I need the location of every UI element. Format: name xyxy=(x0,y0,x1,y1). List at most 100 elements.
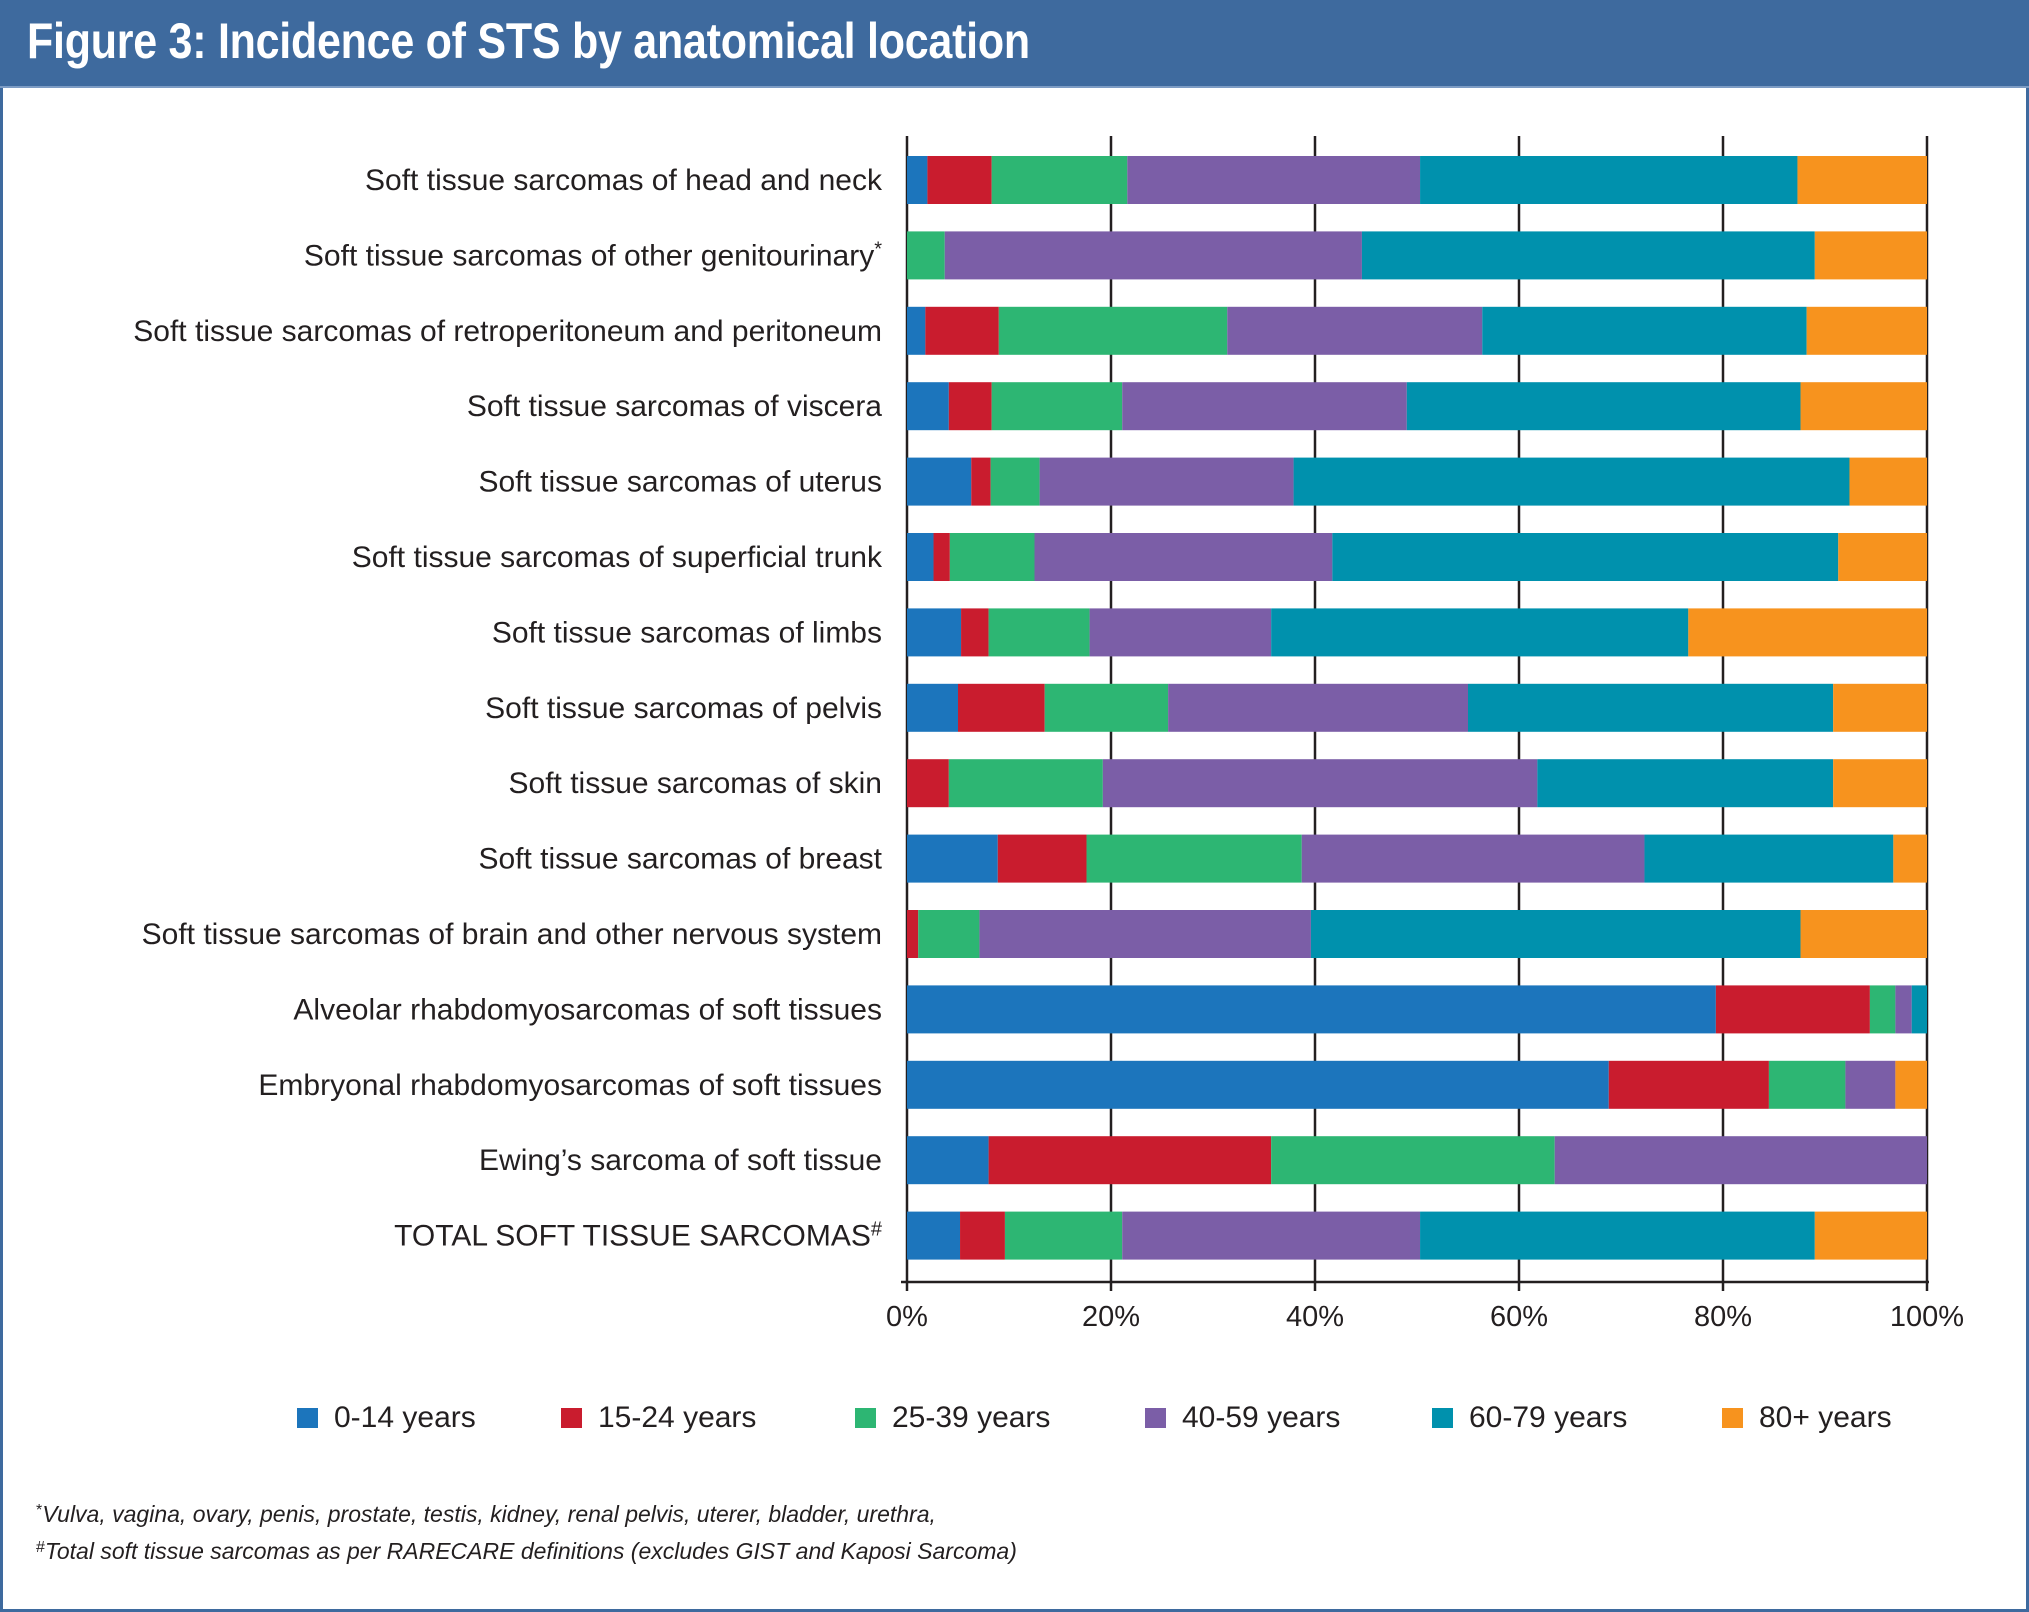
x-tick-label: 0% xyxy=(886,1301,928,1333)
bar-segment-40-59-years xyxy=(1127,156,1421,204)
bar-row xyxy=(907,834,1927,883)
bar-segment-40-59-years xyxy=(1554,1136,1927,1185)
bar-row xyxy=(907,306,1927,355)
legend-label: 80+ years xyxy=(1759,1401,1892,1434)
bar-segment-80-years xyxy=(1800,910,1927,958)
bar-segment-0-14-years xyxy=(907,306,926,355)
bar-segment-0-14-years xyxy=(907,1136,989,1185)
category-label: Soft tissue sarcomas of pelvis xyxy=(485,692,882,725)
legend-swatch-icon xyxy=(297,1408,318,1428)
bar-segment-25-39-years xyxy=(948,759,1103,808)
x-tick-label: 80% xyxy=(1694,1301,1752,1333)
bar-segment-80-years xyxy=(1833,683,1927,732)
bar-segment-60-79-years xyxy=(1420,156,1798,204)
category-label: Soft tissue sarcomas of limbs xyxy=(492,616,882,649)
bar-segment-60-79-years xyxy=(1420,1211,1815,1260)
legend-label: 60-79 years xyxy=(1469,1401,1628,1434)
bar-segment-25-39-years xyxy=(918,910,980,958)
bar-segment-40-59-years xyxy=(1122,1211,1421,1260)
bar-row xyxy=(907,608,1927,657)
bar-segment-15-24-years xyxy=(960,1211,1005,1260)
legend-item-60-79: 60-79 years xyxy=(1432,1396,1627,1440)
legend-swatch-icon xyxy=(855,1408,876,1428)
bar-row xyxy=(907,1211,1927,1260)
bar-segment-40-59-years xyxy=(1301,834,1645,883)
bar-segment-0-14-years xyxy=(907,608,962,657)
bar-segment-15-24-years xyxy=(988,1136,1272,1185)
bar-segment-60-79-years xyxy=(1911,985,1927,1034)
category-label: Soft tissue sarcomas of viscera xyxy=(467,390,882,423)
bar-segment-25-39-years xyxy=(907,231,945,280)
bar-segment-40-59-years xyxy=(979,910,1311,958)
bar-row xyxy=(907,985,1927,1034)
bar-row xyxy=(907,457,1927,506)
legend-swatch-icon xyxy=(1722,1408,1743,1428)
bar-segment-40-59-years xyxy=(1122,382,1407,431)
bar-segment-40-59-years xyxy=(1168,683,1468,732)
bar-row xyxy=(907,910,1927,958)
legend-swatch-icon xyxy=(561,1408,582,1428)
bar-segment-60-79-years xyxy=(1537,759,1834,808)
legend-label: 40-59 years xyxy=(1182,1401,1341,1434)
bar-segment-80-years xyxy=(1895,1060,1927,1109)
category-label: Soft tissue sarcomas of skin xyxy=(509,767,882,800)
category-label: Soft tissue sarcomas of superficial trun… xyxy=(352,541,883,574)
bar-segment-0-14-years xyxy=(907,533,934,581)
bar-segment-15-24-years xyxy=(997,834,1087,883)
figure-header: Figure 3: Incidence of STS by anatomical… xyxy=(0,0,2029,88)
bar-row xyxy=(907,231,1927,280)
bar-segment-80-years xyxy=(1849,457,1927,506)
bar-segment-60-79-years xyxy=(1293,457,1850,506)
category-label: Alveolar rhabdomyosarcomas of soft tissu… xyxy=(293,993,882,1026)
x-axis: 0% 20% 40% 60% 80% 100% xyxy=(886,1280,1964,1333)
bar-segment-60-79-years xyxy=(1644,834,1894,883)
legend-label: 25-39 years xyxy=(892,1401,1051,1434)
bar-segment-80-years xyxy=(1814,231,1927,280)
bar-segment-15-24-years xyxy=(961,608,989,657)
bar-segment-0-14-years xyxy=(907,156,928,204)
bar-segment-60-79-years xyxy=(1468,683,1834,732)
bar-segment-80-years xyxy=(1800,382,1927,431)
bar-segment-0-14-years xyxy=(907,382,949,431)
bar-segment-25-39-years xyxy=(988,608,1090,657)
category-label: Soft tissue sarcomas of breast xyxy=(478,843,882,876)
bar-segment-15-24-years xyxy=(971,457,991,506)
bar-segment-15-24-years xyxy=(958,683,1045,732)
footnotes: *Vulva, vagina, ovary, penis, prostate, … xyxy=(36,1494,1017,1568)
bar-segment-60-79-years xyxy=(1482,306,1807,355)
bar-segment-0-14-years xyxy=(907,683,958,732)
category-label: TOTAL SOFT TISSUE SARCOMAS# xyxy=(394,1219,883,1253)
legend-item-15-24: 15-24 years xyxy=(561,1396,756,1440)
x-tick-label: 40% xyxy=(1286,1301,1344,1333)
bar-row xyxy=(907,1060,1927,1109)
bar-segment-40-59-years xyxy=(1227,306,1483,355)
bar-segment-25-39-years xyxy=(1044,683,1169,732)
category-label: Embryonal rhabdomyosarcomas of soft tiss… xyxy=(258,1069,882,1102)
bar-segment-25-39-years xyxy=(1768,1060,1846,1109)
bar-segment-80-years xyxy=(1838,533,1927,581)
figure-title: Figure 3: Incidence of STS by anatomical… xyxy=(27,13,1030,69)
category-label: Soft tissue sarcomas of other genitourin… xyxy=(304,238,882,272)
legend-item-25-39: 25-39 years xyxy=(855,1396,1050,1440)
footnote-genitourinary: *Vulva, vagina, ovary, penis, prostate, … xyxy=(36,1494,1017,1531)
category-label: Soft tissue sarcomas of retroperitoneum … xyxy=(133,315,882,348)
bar-segment-15-24-years xyxy=(933,533,950,581)
bar-segment-25-39-years xyxy=(1271,1136,1555,1185)
bar-segment-15-24-years xyxy=(927,156,992,204)
bar-segment-25-39-years xyxy=(949,533,1035,581)
bar-segment-25-39-years xyxy=(990,457,1040,506)
bar-row xyxy=(907,759,1927,808)
category-labels: Soft tissue sarcomas of head and neck Sof… xyxy=(133,164,883,1253)
bar-segment-15-24-years xyxy=(907,910,919,958)
bar-row xyxy=(907,533,1927,581)
legend-item-80-plus: 80+ years xyxy=(1722,1396,1892,1440)
legend-item-40-59: 40-59 years xyxy=(1145,1396,1340,1440)
x-tick-label: 20% xyxy=(1082,1301,1140,1333)
category-label: Soft tissue sarcomas of uterus xyxy=(478,466,882,499)
bar-segment-25-39-years xyxy=(1869,985,1896,1034)
bar-segment-15-24-years xyxy=(1715,985,1870,1034)
legend-label: 0-14 years xyxy=(334,1401,476,1434)
bar-segment-25-39-years xyxy=(1004,1211,1123,1260)
category-label: Soft tissue sarcomas of head and neck xyxy=(365,164,883,197)
